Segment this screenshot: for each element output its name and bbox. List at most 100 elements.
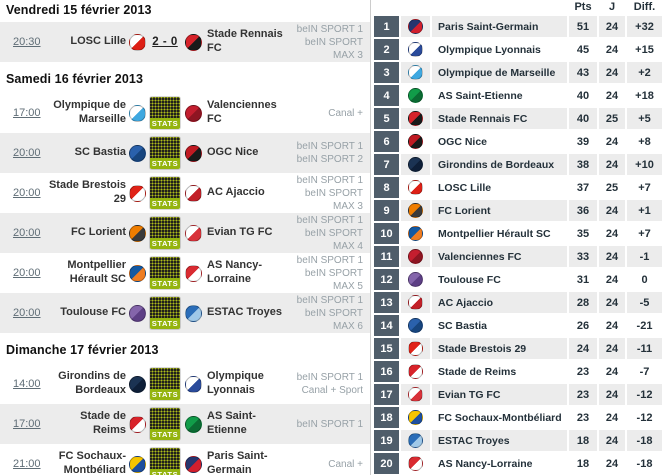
kickoff-time-link[interactable]: 20:00 <box>13 267 41 279</box>
standings-panel: Pts J Diff. 1 Paris Saint-Germain 51 24 … <box>371 0 662 475</box>
team-name[interactable]: Stade Brestois 29 <box>432 338 567 359</box>
stats-button[interactable]: STATS <box>150 257 180 289</box>
team-crest-icon <box>408 456 423 471</box>
diff-value: -7 <box>639 365 650 378</box>
team-name[interactable]: SC Bastia <box>438 319 488 332</box>
match-row: 17:00 Stade de Reims STATS AS Saint-Etie… <box>0 404 370 444</box>
standings-row: 4 AS Saint-Etienne 40 24 +18 <box>374 85 662 106</box>
kickoff-time-link[interactable]: 20:00 <box>13 147 41 159</box>
team-name[interactable]: AS Saint-Etienne <box>438 89 523 102</box>
home-team-crest-icon <box>128 415 146 433</box>
team-name[interactable]: Montpellier Hérault SC <box>438 227 551 240</box>
away-team-crest-icon <box>184 104 202 122</box>
stats-button[interactable]: STATS <box>150 297 180 329</box>
kickoff-time-link[interactable]: 20:30 <box>13 36 41 48</box>
played-value: 24 <box>605 43 619 56</box>
kickoff-time-link[interactable]: 20:00 <box>13 307 41 319</box>
standings-row: 8 LOSC Lille 37 25 +7 <box>374 177 662 198</box>
stats-button[interactable]: STATS <box>150 408 180 440</box>
team-name[interactable]: AS Nancy-Lorraine <box>438 457 533 470</box>
diff-value: -18 <box>636 457 653 470</box>
day-section-sunday: Dimanche 17 février 2013 14:00 Girondins… <box>0 333 370 475</box>
kickoff-time-link[interactable]: 17:00 <box>13 107 41 119</box>
team-crest-cell <box>401 131 430 152</box>
points-value: 38 <box>569 154 597 175</box>
kickoff-time-link[interactable]: 17:00 <box>13 418 41 430</box>
position-badge: 17 <box>374 384 399 405</box>
team-name[interactable]: AC Ajaccio <box>432 292 567 313</box>
stats-button[interactable]: STATS <box>150 368 180 400</box>
fixtures-panel: Vendredi 15 février 2013 20:30 LOSC Lill… <box>0 0 371 475</box>
team-crest-icon <box>408 65 423 80</box>
stats-dots-icon <box>150 137 180 158</box>
team-name[interactable]: Olympique de Marseille <box>432 62 567 83</box>
team-name[interactable]: ESTAC Troyes <box>432 430 567 451</box>
match-row: 20:00 SC Bastia STATS OGC Nice beIN SPOR… <box>0 133 370 173</box>
standings-row: 7 Girondins de Bordeaux 38 24 +10 <box>374 154 662 175</box>
team-crest-icon <box>408 203 423 218</box>
standings-row: 6 OGC Nice 39 24 +8 <box>374 131 662 152</box>
standings-row: 15 Stade Brestois 29 24 24 -11 <box>374 338 662 359</box>
stats-dots-icon <box>150 448 180 469</box>
team-crest-cell <box>401 407 430 428</box>
points-value: 18 <box>576 457 590 470</box>
team-name[interactable]: Valenciennes FC <box>432 246 567 267</box>
diff-value: -18 <box>627 430 662 451</box>
position-badge: 11 <box>374 246 399 267</box>
away-team-name: AS Nancy-Lorraine <box>207 259 263 285</box>
team-crest-icon <box>408 111 423 126</box>
team-name[interactable]: Olympique Lyonnais <box>438 43 541 56</box>
kickoff-time-link[interactable]: 14:00 <box>13 378 41 390</box>
team-crest-icon <box>408 410 423 425</box>
diff-value: -21 <box>636 319 653 332</box>
team-name[interactable]: Evian TG FC <box>432 384 567 405</box>
team-name[interactable]: Paris Saint-Germain <box>432 16 567 37</box>
position-badge: 2 <box>374 39 399 60</box>
team-crest-cell <box>401 200 430 221</box>
team-crest-cell <box>401 85 430 106</box>
stats-button[interactable]: STATS <box>150 177 180 209</box>
away-team-crest-icon <box>184 455 202 473</box>
played-value: 24 <box>599 292 625 313</box>
stats-button[interactable]: STATS <box>150 137 180 169</box>
team-crest-icon <box>408 88 423 103</box>
team-crest-cell <box>401 154 430 175</box>
played-value: 24 <box>599 338 625 359</box>
standings-row: 12 Toulouse FC 31 24 0 <box>374 269 662 290</box>
score-link[interactable]: 2 - 0 <box>152 36 178 48</box>
day-section-saturday: Samedi 16 février 2013 17:00 Olympique d… <box>0 62 370 333</box>
diff-value: +32 <box>627 16 662 37</box>
team-name[interactable]: LOSC Lille <box>438 181 492 194</box>
team-name[interactable]: Stade Rennais FC <box>432 108 567 129</box>
standings-row: 19 ESTAC Troyes 18 24 -18 <box>374 430 662 451</box>
kickoff-time-link[interactable]: 21:00 <box>13 458 41 470</box>
stats-button[interactable]: STATS <box>150 448 180 475</box>
position-badge: 9 <box>374 200 399 221</box>
points-value: 23 <box>576 365 590 378</box>
home-team-name: SC Bastia <box>74 146 126 159</box>
stats-button[interactable]: STATS <box>150 217 180 249</box>
kickoff-time-link[interactable]: 20:00 <box>13 187 41 199</box>
team-name[interactable]: FC Sochaux-Montbéliard <box>438 411 562 424</box>
away-team-name: Valenciennes FC <box>207 99 277 125</box>
team-name[interactable]: Toulouse FC <box>438 273 501 286</box>
team-name[interactable]: Stade de Reims <box>438 365 517 378</box>
diff-value: +10 <box>627 154 662 175</box>
day-header: Dimanche 17 février 2013 <box>6 343 159 357</box>
day-header: Samedi 16 février 2013 <box>6 72 144 86</box>
stats-button[interactable]: STATS <box>150 97 180 129</box>
standings-row: 18 FC Sochaux-Montbéliard 23 24 -12 <box>374 407 662 428</box>
stats-button-label: STATS <box>150 278 180 289</box>
team-name[interactable]: OGC Nice <box>438 135 488 148</box>
points-value: 40 <box>569 108 597 129</box>
team-name[interactable]: Girondins de Bordeaux <box>432 154 567 175</box>
diff-value: 0 <box>641 273 648 286</box>
home-team-name: Stade Brestois 29 <box>48 179 126 205</box>
team-name[interactable]: FC Lorient <box>432 200 567 221</box>
team-crest-cell <box>401 338 430 359</box>
match-row: 20:00 FC Lorient STATS Evian TG FC beIN … <box>0 213 370 253</box>
kickoff-time-link[interactable]: 20:00 <box>13 227 41 239</box>
played-value: 24 <box>605 319 619 332</box>
match-row: 21:00 FC Sochaux-Montbéliard STATS Paris… <box>0 444 370 475</box>
team-crest-icon <box>408 272 423 287</box>
